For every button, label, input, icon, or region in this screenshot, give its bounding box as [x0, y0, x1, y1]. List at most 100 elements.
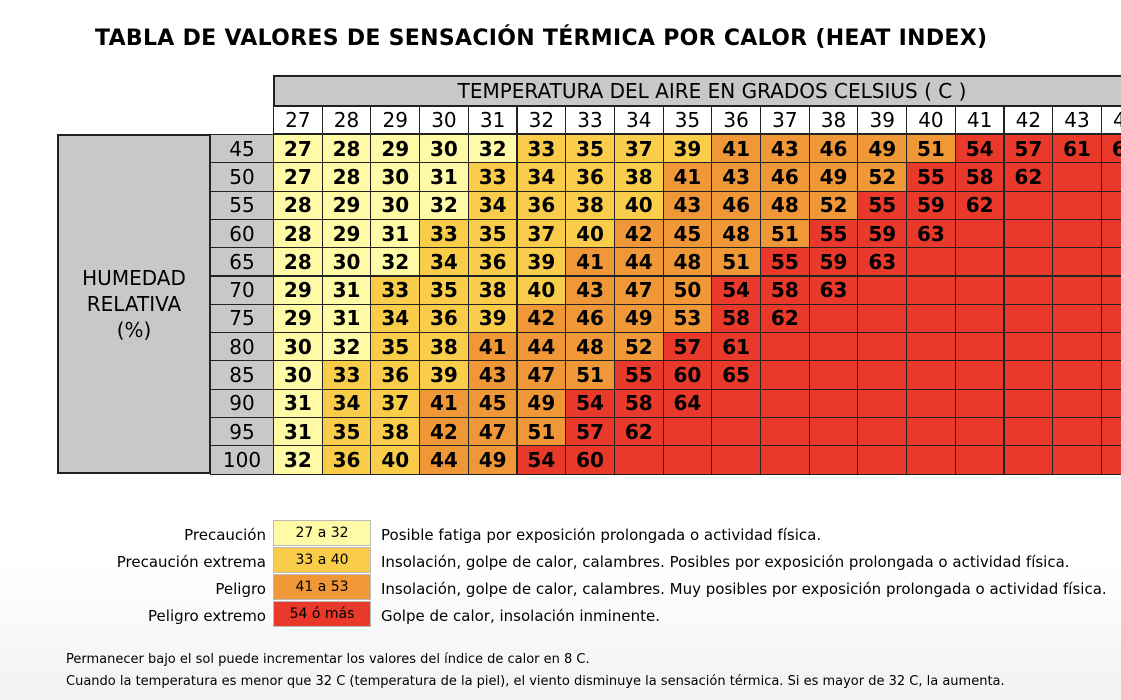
heat-cell: [1003, 275, 1054, 305]
heat-cell: 40: [370, 445, 421, 475]
heat-cell: 55: [613, 360, 664, 390]
y-tick-label: 70: [210, 275, 274, 305]
heat-index-table: TEMPERATURA DEL AIRE EN GRADOS CELSIUS (…: [57, 75, 1121, 475]
heat-cell: 44: [516, 332, 567, 362]
heat-cell: 43: [711, 162, 761, 192]
heat-cell: 46: [808, 134, 859, 164]
heat-cell: 52: [808, 190, 859, 220]
heat-cell: [760, 360, 810, 390]
heat-cell: [1003, 332, 1054, 362]
heat-cell: [711, 445, 761, 475]
heat-cell: [760, 388, 810, 418]
heat-cell: [662, 445, 713, 475]
heat-cell: 30: [419, 134, 469, 164]
heat-cell: 39: [662, 134, 713, 164]
heat-cell: 35: [565, 134, 615, 164]
y-tick-label: 45: [210, 134, 274, 164]
heat-cell: 42: [419, 417, 469, 447]
heat-cell: 54: [954, 134, 1005, 164]
heat-cell: 48: [662, 247, 713, 277]
heat-cell: 48: [760, 190, 810, 220]
heat-cell: [1003, 417, 1054, 447]
heat-cell: [1003, 360, 1054, 390]
heat-cell: [808, 360, 859, 390]
heat-cell: [808, 388, 859, 418]
heat-cell: 41: [467, 332, 518, 362]
heat-cell: 62: [1003, 162, 1054, 192]
heat-cell: 49: [808, 162, 859, 192]
heat-cell: 28: [273, 190, 323, 220]
heat-cell: 33: [419, 218, 469, 249]
heat-cell: [1052, 332, 1102, 362]
heat-cell: 34: [467, 190, 518, 220]
heat-cell: 39: [516, 247, 567, 277]
x-tick-label: 40: [906, 106, 956, 134]
heat-cell: 41: [662, 162, 713, 192]
heat-cell: [808, 332, 859, 362]
heat-cell: [906, 303, 956, 334]
heat-cell: [1100, 360, 1121, 390]
legend-swatch-precaucion: 27 a 32: [273, 520, 371, 546]
heat-cell: 30: [273, 360, 323, 390]
heat-cell: 55: [906, 162, 956, 192]
heat-cell: 62: [613, 417, 664, 447]
x-tick-label: 42: [1003, 106, 1054, 134]
heat-cell: 37: [370, 388, 421, 418]
heat-cell: [1052, 360, 1102, 390]
heat-cell: 51: [516, 417, 567, 447]
y-tick-label: 65: [210, 247, 274, 277]
x-tick-label: 41: [954, 106, 1005, 134]
heat-cell: [1003, 303, 1054, 334]
heat-cell: 54: [711, 275, 761, 305]
heat-cell: [1003, 247, 1054, 277]
heat-cell: 35: [321, 417, 372, 447]
heat-cell: 44: [419, 445, 469, 475]
heat-cell: [1100, 417, 1121, 447]
heat-cell: 49: [857, 134, 908, 164]
heat-cell: 53: [662, 303, 713, 334]
heat-cell: 58: [954, 162, 1005, 192]
heat-cell: 61: [1052, 134, 1102, 164]
heat-cell: 43: [760, 134, 810, 164]
heat-cell: 51: [906, 134, 956, 164]
heat-cell: [711, 417, 761, 447]
heat-cell: [1052, 417, 1102, 447]
heat-cell: 33: [321, 360, 372, 390]
heat-cell: [808, 303, 859, 334]
legend-swatch-precaucion-extrema: 33 a 40: [273, 547, 371, 573]
heat-cell: [954, 388, 1005, 418]
heat-cell: [662, 417, 713, 447]
heat-cell: 51: [760, 218, 810, 249]
heat-cell: 50: [662, 275, 713, 305]
heat-cell: 57: [1003, 134, 1054, 164]
heat-cell: [954, 303, 1005, 334]
heat-cell: 38: [419, 332, 469, 362]
heat-cell: [1100, 275, 1121, 305]
heat-cell: 32: [419, 190, 469, 220]
heat-cell: 59: [906, 190, 956, 220]
heat-cell: 31: [321, 303, 372, 334]
heat-cell: [1100, 303, 1121, 334]
heat-cell: [906, 445, 956, 475]
heat-cell: 41: [711, 134, 761, 164]
y-tick-label: 90: [210, 388, 274, 418]
heat-cell: 34: [370, 303, 421, 334]
heat-cell: [906, 275, 956, 305]
heat-cell: 58: [760, 275, 810, 305]
heat-cell: 35: [419, 275, 469, 305]
heat-cell: 31: [273, 417, 323, 447]
heat-cell: [954, 275, 1005, 305]
heat-cell: [954, 247, 1005, 277]
heat-cell: 36: [516, 190, 567, 220]
heat-cell: 29: [321, 218, 372, 249]
y-tick-label: 75: [210, 303, 274, 334]
heat-cell: 36: [467, 247, 518, 277]
heat-cell: [1100, 445, 1121, 475]
heat-cell: 42: [613, 218, 664, 249]
heat-cell: 46: [565, 303, 615, 334]
heat-cell: [808, 445, 859, 475]
legend-swatch-peligro: 41 a 53: [273, 574, 371, 600]
legend-name-peligro: Peligro: [215, 580, 266, 598]
heat-cell: 32: [321, 332, 372, 362]
heat-cell: [760, 332, 810, 362]
